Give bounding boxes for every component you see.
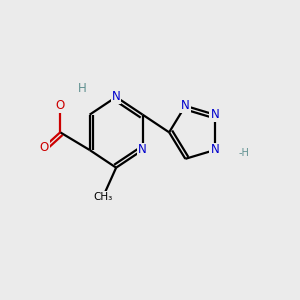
Text: N: N [112, 91, 121, 103]
Text: N: N [181, 99, 190, 112]
Text: CH₃: CH₃ [93, 192, 112, 202]
Text: N: N [210, 143, 219, 157]
Text: O: O [39, 141, 49, 154]
Text: N: N [210, 108, 219, 121]
Text: -H: -H [238, 148, 249, 158]
Text: O: O [56, 99, 65, 112]
Text: N: N [138, 143, 147, 157]
Text: H: H [78, 82, 87, 95]
